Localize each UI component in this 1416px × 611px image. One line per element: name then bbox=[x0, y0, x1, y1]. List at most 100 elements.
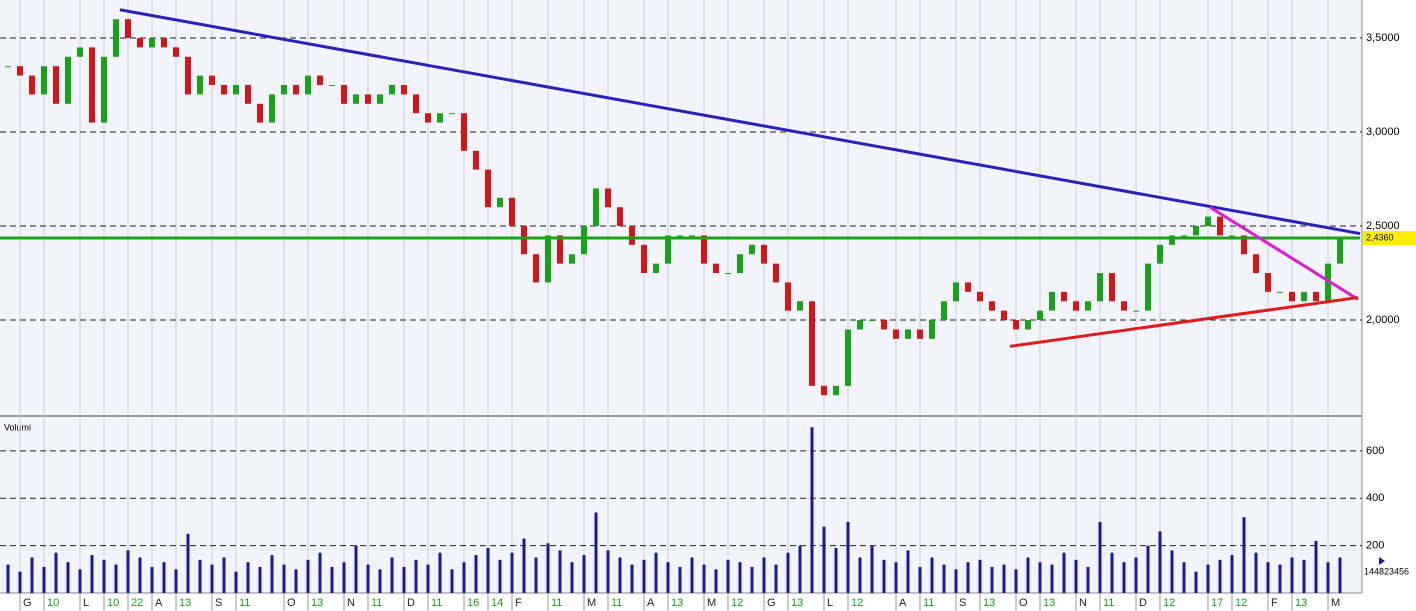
volume-bar bbox=[1038, 562, 1042, 593]
volume-bar bbox=[1314, 540, 1318, 593]
candle bbox=[845, 329, 851, 386]
candle bbox=[941, 301, 947, 321]
candle bbox=[761, 244, 767, 264]
candle bbox=[749, 244, 755, 255]
volume-bar bbox=[690, 557, 694, 593]
x-tick-label: F bbox=[515, 597, 522, 609]
candle bbox=[977, 291, 983, 302]
candle bbox=[281, 84, 287, 95]
candle bbox=[221, 84, 227, 95]
y-tick-label: 2,5000 bbox=[1366, 220, 1400, 232]
volume-bar bbox=[582, 555, 586, 593]
volume-bar bbox=[858, 557, 862, 593]
volume-bar bbox=[1074, 559, 1078, 593]
candle bbox=[137, 37, 143, 48]
candle bbox=[29, 75, 35, 95]
candle bbox=[881, 320, 887, 330]
x-tick-label: G bbox=[767, 597, 776, 609]
x-tick-label: O bbox=[1019, 597, 1028, 609]
candle bbox=[461, 113, 467, 151]
x-tick-label: 10 bbox=[47, 597, 59, 609]
volume-bar bbox=[666, 562, 670, 593]
volume-bar bbox=[1242, 517, 1246, 593]
volume-bar bbox=[114, 564, 118, 593]
volume-bar bbox=[930, 557, 934, 593]
candle bbox=[917, 329, 923, 339]
candle bbox=[77, 47, 83, 57]
candle bbox=[905, 329, 911, 339]
x-tick-label: 13 bbox=[791, 597, 803, 609]
volume-bar bbox=[378, 569, 382, 593]
candle bbox=[1229, 235, 1235, 237]
x-tick-label: D bbox=[407, 597, 415, 609]
y-tick-label: 200 bbox=[1366, 540, 1384, 552]
x-tick-label: A bbox=[647, 597, 655, 609]
x-tick-label: A bbox=[899, 597, 907, 609]
candle bbox=[53, 66, 59, 104]
volume-bar bbox=[1170, 550, 1174, 593]
candle bbox=[533, 254, 539, 283]
volume-bar bbox=[222, 557, 226, 593]
candle bbox=[173, 47, 179, 57]
volume-bar bbox=[198, 559, 202, 593]
volume-bar bbox=[18, 571, 22, 593]
volume-bar bbox=[498, 559, 502, 593]
candle bbox=[17, 66, 23, 76]
candle bbox=[401, 84, 407, 95]
y-tick-label: 600 bbox=[1366, 445, 1384, 457]
candle bbox=[725, 273, 731, 275]
volume-bar bbox=[834, 548, 838, 593]
x-tick-label: N bbox=[1079, 597, 1087, 609]
x-tick-label: S bbox=[215, 597, 222, 609]
volume-bar bbox=[210, 564, 214, 593]
candle bbox=[593, 188, 599, 227]
candle bbox=[713, 263, 719, 274]
candle bbox=[437, 113, 443, 123]
candle bbox=[149, 37, 155, 48]
candle bbox=[65, 56, 71, 104]
volume-bar bbox=[942, 564, 946, 593]
volume-bar bbox=[258, 566, 262, 593]
volume-bar bbox=[954, 569, 958, 593]
volume-bar bbox=[714, 569, 718, 593]
candle bbox=[1097, 273, 1103, 302]
volume-bar bbox=[102, 559, 106, 593]
candle bbox=[1001, 310, 1007, 321]
x-tick-label: 12 bbox=[1163, 597, 1175, 609]
volume-bar bbox=[1002, 564, 1006, 593]
volume-bar bbox=[330, 566, 334, 593]
x-tick-label: 14 bbox=[491, 597, 503, 609]
x-tick-label: 11 bbox=[239, 597, 250, 609]
candle bbox=[197, 75, 203, 95]
volume-bar bbox=[1218, 559, 1222, 593]
volume-bar bbox=[138, 557, 142, 593]
x-tick-label: M bbox=[587, 597, 596, 609]
candle bbox=[89, 47, 95, 123]
volume-bar bbox=[174, 569, 178, 593]
volume-bar bbox=[126, 550, 130, 593]
x-tick-label: 13 bbox=[1295, 597, 1307, 609]
volume-bar bbox=[1014, 569, 1018, 593]
candle bbox=[581, 226, 587, 255]
last-value-box bbox=[1363, 231, 1416, 246]
volume-bar bbox=[1158, 531, 1162, 593]
candle bbox=[701, 235, 707, 264]
candle bbox=[809, 301, 815, 386]
candle bbox=[473, 150, 479, 170]
candle bbox=[41, 66, 47, 95]
candle bbox=[1133, 310, 1139, 312]
volume-bar bbox=[1110, 552, 1114, 593]
volume-bar bbox=[342, 562, 346, 593]
candle bbox=[1013, 320, 1019, 330]
candle bbox=[233, 84, 239, 95]
volume-bar bbox=[390, 557, 394, 593]
volume-bar bbox=[894, 562, 898, 593]
volume-bar bbox=[150, 566, 154, 593]
candle bbox=[605, 188, 611, 208]
candle bbox=[269, 94, 275, 123]
x-tick-label: 11 bbox=[611, 597, 622, 609]
volume-bar bbox=[762, 557, 766, 593]
trend-line bbox=[1209, 205, 1359, 301]
volume-bar bbox=[78, 569, 82, 593]
